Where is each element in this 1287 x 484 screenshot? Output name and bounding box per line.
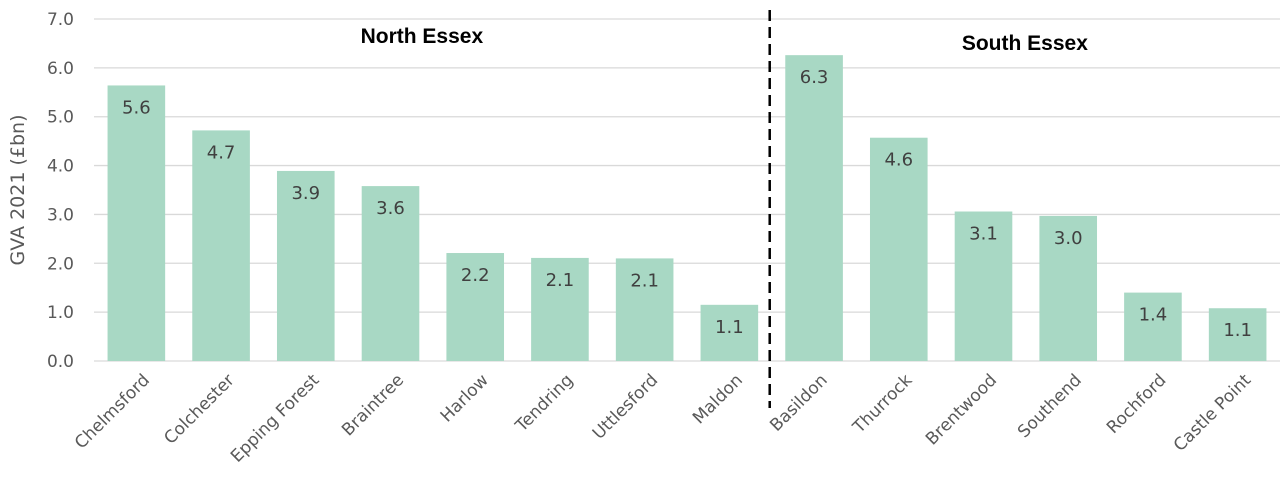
y-tick-label: 2.0	[47, 254, 74, 274]
data-label: 5.6	[122, 97, 151, 118]
x-tick-label: Braintree	[338, 370, 408, 440]
y-tick-label: 4.0	[47, 157, 74, 177]
data-label: 1.1	[715, 317, 744, 338]
region-label-north: North Essex	[361, 25, 484, 48]
x-tick-label: Castle Point	[1170, 370, 1256, 456]
x-tick-label: Thurrock	[849, 370, 917, 438]
y-axis-title: GVA 2021 (£bn)	[7, 115, 29, 266]
region-label-south: South Essex	[962, 32, 1088, 55]
y-axis-ticks: 0.0 1.0 2.0 3.0 4.0 5.0 6.0 7.0	[47, 10, 74, 372]
data-label: 3.6	[376, 198, 405, 219]
y-tick-label: 5.0	[47, 108, 74, 128]
gridlines	[94, 19, 1280, 361]
data-label: 4.7	[207, 142, 236, 163]
y-tick-label: 7.0	[47, 10, 74, 30]
bar	[870, 138, 928, 361]
data-label: 4.6	[884, 150, 913, 171]
x-tick-label: Southend	[1014, 370, 1086, 442]
bar	[192, 130, 250, 361]
x-tick-label: Brentwood	[922, 370, 1001, 449]
data-label: 6.3	[800, 67, 829, 88]
data-label: 1.1	[1223, 320, 1252, 341]
x-tick-label: Rochford	[1103, 370, 1170, 437]
x-tick-label: Chelmsford	[71, 370, 154, 453]
x-tick-label: Basildon	[766, 370, 831, 435]
bar	[108, 85, 166, 361]
x-tick-label: Harlow	[437, 370, 493, 426]
data-label: 3.1	[969, 223, 998, 244]
y-tick-label: 3.0	[47, 205, 74, 225]
x-tick-label: Colchester	[160, 370, 238, 448]
y-tick-label: 0.0	[47, 352, 74, 372]
data-label: 2.1	[546, 270, 575, 291]
x-tick-label: Epping Forest	[227, 370, 324, 467]
y-tick-label: 6.0	[47, 59, 74, 79]
bar	[785, 55, 843, 361]
bar	[1124, 293, 1182, 361]
bars	[108, 55, 1267, 361]
data-label: 1.4	[1139, 305, 1168, 326]
x-tick-label: Uttlesford	[589, 370, 662, 443]
x-tick-label: Tendring	[511, 370, 577, 436]
data-label: 2.2	[461, 265, 490, 286]
x-tick-label: Maldon	[689, 370, 747, 428]
data-label: 3.9	[291, 183, 320, 204]
y-tick-label: 1.0	[47, 303, 74, 323]
data-label: 3.0	[1054, 228, 1083, 249]
data-label: 2.1	[630, 270, 659, 291]
